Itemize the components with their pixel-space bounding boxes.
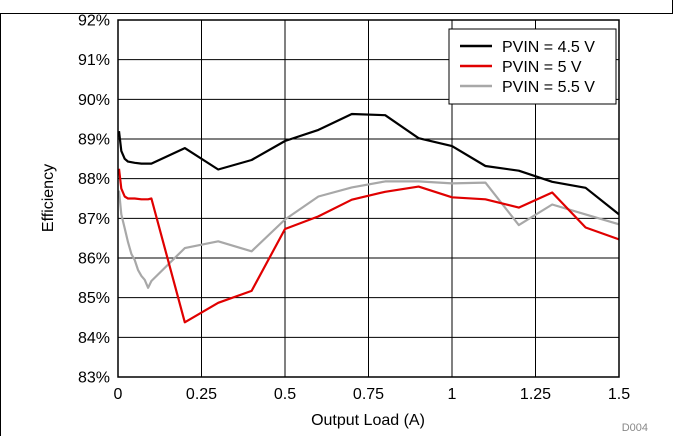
x-tick-labels: 0 0.25 0.5 0.75 1 1.25 1.5 [114, 386, 631, 403]
x-tick-label: 0.75 [353, 386, 384, 403]
legend-label-1: PVIN = 4.5 V [502, 39, 595, 56]
legend: PVIN = 4.5 V PVIN = 5 V PVIN = 5.5 V [448, 28, 617, 105]
series-line [117, 180, 620, 289]
x-tick-label: 1 [448, 386, 457, 403]
y-tick-label: 85% [78, 290, 110, 307]
x-axis-label: Output Load (A) [311, 412, 425, 429]
plot-area-border [117, 19, 620, 378]
x-tick-label: 1.5 [608, 386, 630, 403]
series-line [117, 112, 620, 216]
series-line [117, 168, 620, 324]
legend-label-3: PVIN = 5.5 V [502, 79, 595, 96]
x-tick-label: 0.5 [274, 386, 296, 403]
y-tick-label: 91% [78, 52, 110, 69]
plot-series [117, 112, 620, 324]
y-tick-label: 87% [78, 211, 110, 228]
x-tick-label: 1.25 [520, 386, 551, 403]
grid [118, 20, 619, 377]
y-tick-label: 84% [78, 330, 110, 347]
x-tick-label: 0 [114, 386, 123, 403]
y-tick-label: 90% [78, 92, 110, 109]
y-axis-label: Efficiency [40, 164, 57, 232]
y-tick-label: 89% [78, 132, 110, 149]
figure-id: D004 [622, 422, 648, 434]
x-tick-label: 0.25 [186, 386, 217, 403]
y-tick-label: 83% [78, 370, 110, 387]
y-tick-label: 88% [78, 171, 110, 188]
y-tick-label: 86% [78, 251, 110, 268]
y-tick-labels: 83% 84% 85% 86% 87% 88% 89% 90% 91% 92% [78, 13, 110, 387]
legend-label-2: PVIN = 5 V [502, 59, 582, 76]
y-tick-label: 92% [78, 13, 110, 30]
